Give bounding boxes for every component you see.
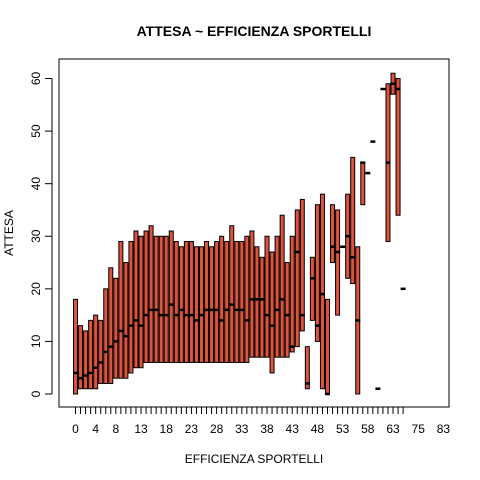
box xyxy=(230,226,234,363)
box xyxy=(194,247,198,363)
box xyxy=(149,226,153,363)
box xyxy=(275,236,279,357)
box xyxy=(164,236,168,362)
x-tick-label: 53 xyxy=(336,422,350,436)
box xyxy=(235,242,239,363)
box xyxy=(280,215,284,357)
y-tick-label: 50 xyxy=(29,124,43,138)
x-tick-label: 0 xyxy=(72,422,79,436)
x-tick-label: 63 xyxy=(386,422,400,436)
x-axis-label: EFFICIENZA SPORTELLI xyxy=(185,452,323,466)
box xyxy=(361,163,365,205)
box xyxy=(260,257,264,357)
box xyxy=(124,263,128,379)
x-tick-label: 75 xyxy=(412,422,426,436)
box xyxy=(179,247,183,363)
x-tick-label: 8 xyxy=(112,422,119,436)
y-tick-label: 40 xyxy=(29,177,43,191)
x-tick-label: 43 xyxy=(286,422,300,436)
box xyxy=(250,231,254,357)
box xyxy=(129,242,133,373)
box xyxy=(220,236,224,362)
x-tick-label: 48 xyxy=(311,422,325,436)
y-tick-label: 20 xyxy=(29,282,43,296)
x-tick-label: 4 xyxy=(92,422,99,436)
box xyxy=(396,79,400,216)
box xyxy=(139,236,143,367)
x-tick-label: 28 xyxy=(210,422,224,436)
box xyxy=(285,263,289,358)
box xyxy=(114,278,118,378)
box xyxy=(94,315,98,389)
box xyxy=(326,299,330,394)
x-tick-label: 18 xyxy=(160,422,174,436)
y-tick-label: 30 xyxy=(29,229,43,243)
x-tick-label: 38 xyxy=(260,422,274,436)
y-axis: 0 10 20 30 40 50 60 xyxy=(29,72,52,398)
box xyxy=(104,289,108,384)
y-tick-label: 60 xyxy=(29,72,43,86)
box xyxy=(159,236,163,362)
box xyxy=(240,242,244,363)
box xyxy=(320,194,324,389)
box xyxy=(225,242,229,363)
box xyxy=(189,242,193,363)
box xyxy=(265,236,269,357)
box xyxy=(315,205,319,342)
x-tick-label: 33 xyxy=(235,422,249,436)
box-group xyxy=(73,73,406,394)
box xyxy=(109,268,113,384)
box xyxy=(215,242,219,363)
box xyxy=(255,247,259,357)
box xyxy=(270,252,274,373)
x-tick-label: 83 xyxy=(437,422,451,436)
box xyxy=(290,236,294,352)
box xyxy=(99,320,103,383)
box xyxy=(119,242,123,379)
box xyxy=(144,231,148,362)
x-axis: 0 4 8 13 18 23 28 33 38 43 48 53 58 63 75 83 xyxy=(72,407,450,436)
box xyxy=(154,236,158,362)
box xyxy=(245,236,249,362)
box xyxy=(295,210,299,347)
box xyxy=(89,320,93,388)
y-tick-label: 10 xyxy=(29,334,43,348)
box xyxy=(174,242,178,363)
box xyxy=(336,210,340,315)
box xyxy=(351,157,355,283)
box xyxy=(210,247,214,363)
x-tick-label: 58 xyxy=(361,422,375,436)
box xyxy=(84,331,88,389)
box xyxy=(200,247,204,363)
box xyxy=(134,231,138,368)
box xyxy=(300,199,304,330)
y-tick-label: 0 xyxy=(29,390,43,397)
x-tick-label: 13 xyxy=(134,422,148,436)
box xyxy=(310,257,314,320)
y-axis-label: ATTESA xyxy=(2,210,16,256)
box xyxy=(331,205,335,263)
box xyxy=(169,231,173,362)
x-tick-label: 23 xyxy=(185,422,199,436)
box xyxy=(184,242,188,363)
box xyxy=(74,299,78,394)
box xyxy=(205,242,209,363)
chart-title: ATTESA ~ EFFICIENZA SPORTELLI xyxy=(137,23,372,39)
